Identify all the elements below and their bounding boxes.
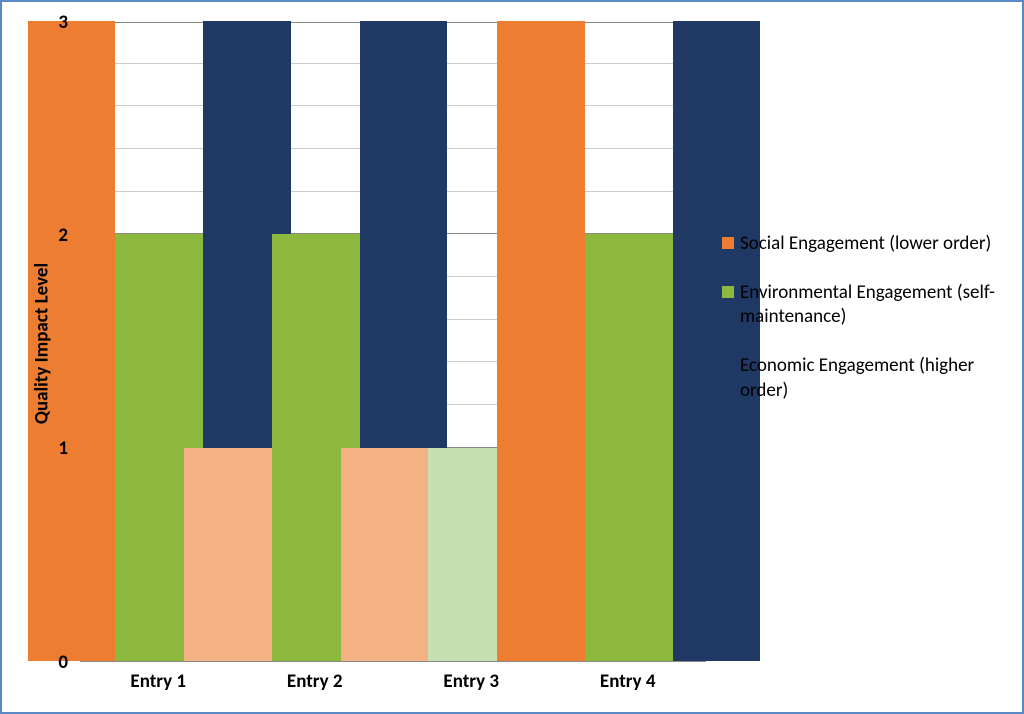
legend: Social Engagement (lower order) Environme… <box>722 232 1012 427</box>
legend-label: Social Engagement (lower order) <box>740 232 991 257</box>
legend-swatch <box>722 359 734 371</box>
y-tick-label: 3 <box>38 11 68 34</box>
bar <box>184 448 272 661</box>
plot-area <box>80 22 706 662</box>
x-tick-label: Entry 4 <box>568 670 688 693</box>
bar <box>585 234 673 661</box>
legend-item: Social Engagement (lower order) <box>722 232 1012 257</box>
x-tick-label: Entry 2 <box>255 670 375 693</box>
legend-label: Economic Engagement (higher order) <box>740 354 1012 403</box>
bar <box>497 21 585 661</box>
bar <box>341 448 429 661</box>
legend-swatch <box>722 286 734 298</box>
legend-label: Environmental Engagement (self-maintenan… <box>740 281 1012 330</box>
y-tick-label: 1 <box>38 437 68 460</box>
x-tick-label: Entry 3 <box>411 670 531 693</box>
x-tick-label: Entry 1 <box>98 670 218 693</box>
y-axis-label: Quality Impact Level <box>31 244 54 444</box>
legend-item: Environmental Engagement (self-maintenan… <box>722 281 1012 330</box>
chart-container: Quality Impact Level 0 1 2 3 Entry 1 Entry 2… <box>0 0 1024 714</box>
y-tick-label: 0 <box>38 651 68 674</box>
legend-item: Economic Engagement (higher order) <box>722 354 1012 403</box>
y-tick-label: 2 <box>38 224 68 247</box>
legend-swatch <box>722 237 734 249</box>
